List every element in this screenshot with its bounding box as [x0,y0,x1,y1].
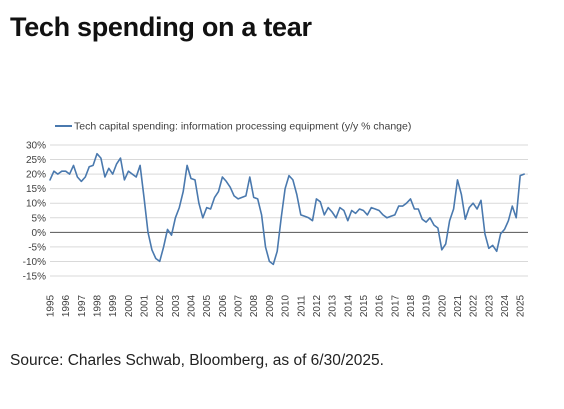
x-tick-label: 1995 [46,294,57,317]
y-tick-label: 30% [26,141,46,152]
x-tick-label: 2021 [453,294,464,317]
x-tick-label: 2015 [359,294,370,317]
x-tick-label: 2003 [171,294,182,317]
y-tick-label: 0% [32,228,47,239]
x-axis-ticks: 1995 1996 1997 1998 1999 2000 2001 2002 2003 2004… [46,294,527,317]
x-tick-label: 2002 [155,294,166,317]
x-tick-label: 2008 [249,294,260,317]
x-tick-label: 2007 [234,294,245,317]
x-tick-label: 2013 [328,294,339,317]
y-tick-label: 20% [26,170,46,181]
page-title: Tech spending on a tear [10,12,312,42]
grid-lines [50,144,528,277]
x-tick-label: 2005 [202,294,213,317]
legend-label: Tech capital spending: information proce… [74,121,411,133]
x-tick-label: 2012 [312,294,323,317]
x-tick-label: 2004 [187,294,198,317]
y-axis-ticks: 30% 25% 20% 15% 10% 5% 0% -5% -10% -15% [23,141,46,283]
y-tick-label: -10% [23,257,46,268]
x-tick-label: 1998 [93,294,104,317]
y-tick-label: 15% [26,184,46,195]
x-tick-label: 2025 [516,294,527,317]
x-tick-label: 2017 [390,294,401,317]
x-tick-label: 2006 [218,294,229,317]
x-tick-label: 1997 [77,294,88,317]
x-tick-label: 2010 [281,294,292,317]
x-tick-label: 1999 [108,294,119,317]
x-tick-label: 2019 [422,294,433,317]
y-tick-label: -5% [28,242,46,253]
y-tick-label: 5% [32,213,47,224]
y-tick-label: 10% [26,199,46,210]
y-tick-label: 25% [26,155,46,166]
x-tick-label: 2000 [124,294,135,317]
x-tick-label: 2001 [140,294,151,317]
series-layer [49,152,525,266]
x-tick-label: 1996 [61,294,72,317]
x-tick-label: 2024 [500,294,511,317]
series-line [49,152,525,266]
x-tick-label: 2022 [469,294,480,317]
x-tick-label: 2023 [484,294,495,317]
x-tick-label: 2011 [296,295,307,317]
legend: Tech capital spending: information proce… [55,121,411,133]
x-tick-label: 2020 [437,294,448,317]
y-tick-label: -15% [23,272,46,283]
source-note: Source: Charles Schwab, Bloomberg, as of… [10,352,384,369]
x-tick-label: 2009 [265,294,276,317]
x-tick-label: 2016 [375,294,386,317]
x-tick-label: 2014 [343,294,354,317]
x-tick-label: 2018 [406,294,417,317]
